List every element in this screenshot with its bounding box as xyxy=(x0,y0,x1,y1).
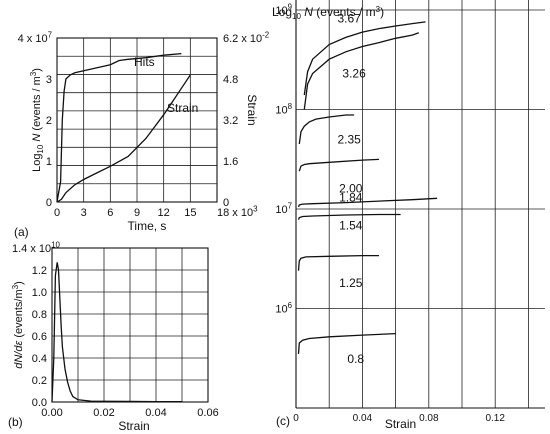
panel-b-y-axis-label: dN/dε (events/m3) xyxy=(11,281,25,369)
panel-c-series-label: 3.67 xyxy=(337,12,361,26)
panel-b-x-tick-label: 0.02 xyxy=(93,407,114,419)
panel-b-chart: 0.00 0.02 0.04 0.06 0.0 0.2 0.4 0.6 0.8 1.0 1.2 1.4… xyxy=(8,241,219,433)
panel-c-chart: 106 107 108 109 0 0.04 0.08 0.12 Strain (c) Log10 … xyxy=(272,0,545,431)
panel-b-x-tick-label: 0.06 xyxy=(197,407,218,419)
panel-c-series-line xyxy=(298,114,355,145)
panel-b-y-tick-label: 1.4 x 1010 xyxy=(12,241,61,255)
panel-b-y-tick-label: 0.2 xyxy=(32,375,47,387)
panel-c-y-tick-label: 107 xyxy=(275,202,292,216)
panel-c-series-line xyxy=(303,21,426,96)
panel-c-series-label: 2.35 xyxy=(337,132,361,146)
panel-a-x-tick-label: 6 xyxy=(107,207,113,219)
panel-a-y-tick-label: 4 x 107 xyxy=(18,31,52,45)
panel-c-series-line xyxy=(297,197,438,208)
panel-c-series-line xyxy=(297,254,379,271)
panel-c-series-line xyxy=(297,213,401,220)
panel-a-y2-tick-label: 4.8 xyxy=(223,74,238,86)
panel-c-y-tick-label: 108 xyxy=(275,102,292,116)
panel-c-x-axis-label: Strain xyxy=(385,417,416,431)
panel-c-x-tick-label: 0.12 xyxy=(485,413,505,424)
panel-c-series-label: 1.25 xyxy=(339,276,363,290)
panel-a-series-label-hits: Hits xyxy=(134,55,155,69)
panel-a-x-tick-label: 0 xyxy=(54,207,60,219)
panel-c-series-label: 2.00 xyxy=(339,182,363,196)
panel-b-y-tick-label: 0.6 xyxy=(32,331,47,343)
panel-a-x-tick-label: 12 xyxy=(158,207,170,219)
panel-a-y-tick-label: 0 xyxy=(46,197,52,209)
panel-a-y2-tick-label: 3.2 xyxy=(223,115,238,127)
panel-c-series-line xyxy=(298,158,380,172)
panel-a-x-tick-label: 3 xyxy=(81,207,87,219)
panel-c-series-label: 1.84 xyxy=(339,191,363,205)
panel-b-x-tick-label: 0.00 xyxy=(41,407,62,419)
panel-b-tag: (b) xyxy=(8,415,23,429)
panel-c-series-label: 3.26 xyxy=(342,67,366,81)
panel-b-series-line xyxy=(51,262,182,403)
panel-c-x-tick-label: 0.08 xyxy=(419,413,439,424)
panel-b-y-tick-label: 1.2 xyxy=(32,265,47,277)
panel-c-series-line xyxy=(297,332,396,354)
panel-a-y-tick-label: 2 xyxy=(46,115,52,127)
panel-b-y-tick-label: 0.0 xyxy=(32,397,47,409)
panel-c-x-tick-label: 0 xyxy=(293,413,299,424)
panel-b-y-tick-label: 1.0 xyxy=(32,287,47,299)
panel-a-y2-tick-label: 6.2 x 10-2 xyxy=(223,31,269,45)
panel-c-series-label: 0.8 xyxy=(347,352,364,366)
panel-c-series-line xyxy=(303,32,420,110)
panel-a-x-axis-label: Time, s xyxy=(128,219,167,233)
panel-a-series-strain xyxy=(56,74,191,203)
panel-a-tag: (a) xyxy=(14,225,29,239)
panel-a-y-tick-label: 3 xyxy=(46,74,52,86)
panel-a-x-tick-label: 18 x 103 xyxy=(217,205,258,219)
panel-a-y2-tick-label: 0 xyxy=(223,197,229,209)
panel-c-tag: (c) xyxy=(276,414,290,428)
panel-a-series-label-strain: Strain xyxy=(167,101,198,115)
panel-c-series-label: 1.54 xyxy=(339,219,363,233)
panel-a-y-tick-label: 1 xyxy=(46,156,52,168)
panel-a-y-axis-label: Log10 N (events / m3) xyxy=(29,68,45,172)
panel-a-series-hits xyxy=(56,52,182,203)
panel-b-y-tick-label: 0.4 xyxy=(32,353,47,365)
panel-b-x-tick-label: 0.04 xyxy=(145,407,166,419)
panel-a-x-tick-label: 9 xyxy=(134,207,140,219)
panel-c-title: Log10 N (events / m3) xyxy=(272,5,384,21)
panel-a-frame xyxy=(56,37,218,203)
panel-c-x-tick-label: 0.04 xyxy=(353,413,373,424)
panel-b-y-tick-label: 0.8 xyxy=(32,309,47,321)
panel-a-x-tick-label: 15 xyxy=(184,207,196,219)
panel-b-x-axis-label: Strain xyxy=(118,419,149,433)
panel-c-y-tick-label: 106 xyxy=(275,301,292,315)
panel-c-y-tick-label: 109 xyxy=(275,3,292,17)
panel-a-y2-tick-label: 1.6 xyxy=(223,156,238,168)
panel-a-y2-axis-label: Strain xyxy=(245,94,259,125)
